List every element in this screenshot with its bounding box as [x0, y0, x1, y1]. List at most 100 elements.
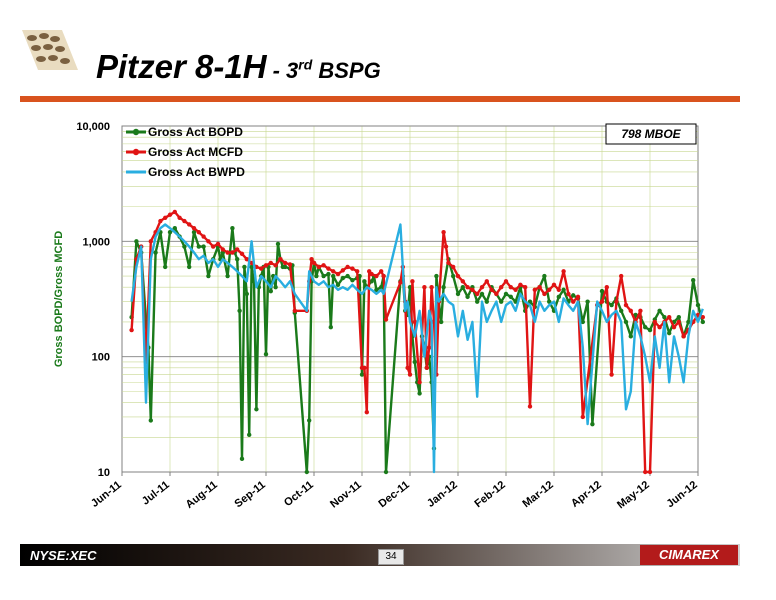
data-point — [619, 273, 624, 279]
data-point — [167, 212, 173, 217]
data-point — [518, 282, 523, 287]
data-point — [237, 308, 242, 313]
data-point — [494, 291, 499, 297]
data-point — [508, 285, 513, 290]
x-tick-label: Dec-11 — [376, 479, 411, 510]
data-point — [230, 250, 235, 255]
data-point — [441, 230, 446, 235]
data-point — [369, 271, 374, 277]
data-point — [700, 314, 705, 320]
data-point — [355, 269, 360, 274]
data-point — [475, 299, 480, 304]
x-tick-label: Jun-12 — [665, 479, 700, 510]
x-tick-label: Jan-12 — [425, 479, 460, 510]
x-tick-label: Feb-12 — [473, 479, 508, 510]
x-tick-label: Oct-11 — [282, 479, 316, 509]
data-point — [695, 302, 701, 308]
data-point — [321, 263, 326, 268]
data-point — [527, 299, 533, 304]
data-point — [446, 260, 451, 266]
data-point — [643, 325, 648, 330]
data-point — [362, 365, 367, 371]
data-point — [628, 334, 633, 339]
data-point — [163, 264, 168, 270]
data-point — [676, 314, 681, 320]
data-point — [523, 285, 528, 290]
data-point — [499, 299, 504, 304]
x-tick-label: Mar-12 — [521, 479, 556, 510]
logo-image — [22, 30, 78, 70]
data-point — [434, 273, 439, 279]
x-tick-label: Aug-11 — [184, 479, 220, 511]
data-point — [609, 302, 614, 308]
data-point — [206, 273, 211, 279]
data-point — [542, 273, 547, 279]
data-point — [345, 264, 350, 270]
data-point — [542, 291, 547, 297]
data-point — [671, 325, 677, 330]
data-point — [340, 268, 345, 273]
data-point — [532, 287, 537, 292]
data-point — [239, 456, 245, 462]
data-point — [590, 421, 595, 427]
data-point — [638, 308, 643, 313]
data-point — [451, 264, 456, 270]
data-point — [508, 294, 513, 300]
data-point — [273, 285, 278, 290]
data-point — [311, 260, 317, 266]
title-end: BSPG — [318, 58, 381, 83]
data-point — [647, 327, 653, 333]
data-point — [196, 244, 201, 249]
title-main: Pitzer 8-1H — [96, 48, 267, 85]
data-point — [287, 262, 293, 267]
data-point — [580, 414, 585, 420]
y-axis-label: Gross BOPD/Gross MCFD — [53, 231, 65, 367]
data-point — [460, 279, 465, 284]
data-point — [417, 391, 422, 396]
data-point — [196, 230, 201, 235]
x-tick-label: Sep-11 — [233, 479, 268, 510]
data-point — [340, 275, 345, 281]
data-point — [309, 256, 314, 262]
data-point — [513, 287, 518, 292]
data-point — [350, 266, 355, 271]
data-point — [667, 330, 672, 336]
data-point — [556, 294, 561, 300]
data-point — [268, 260, 273, 266]
x-tick-label: May-12 — [615, 479, 652, 511]
data-point — [314, 273, 319, 279]
data-point — [187, 222, 192, 227]
data-point — [499, 285, 504, 290]
data-point — [345, 273, 350, 279]
data-point — [465, 294, 470, 300]
data-point — [681, 334, 686, 339]
x-tick-label: Nov-11 — [328, 479, 364, 511]
data-point — [566, 291, 571, 297]
data-point — [201, 234, 206, 239]
data-point — [484, 299, 489, 304]
data-point — [527, 404, 533, 409]
data-point — [235, 247, 240, 252]
data-point — [503, 291, 509, 297]
data-point — [211, 244, 216, 249]
data-point — [647, 469, 653, 475]
legend-label: Gross Act MCFD — [148, 145, 243, 159]
x-tick-label: Jun-11 — [89, 479, 124, 510]
legend-label: Gross Act BWPD — [148, 165, 245, 179]
data-point — [643, 469, 648, 475]
data-point — [275, 241, 281, 247]
data-point — [134, 239, 139, 244]
data-point — [700, 319, 705, 325]
y-tick-label: 1,000 — [82, 236, 110, 248]
data-point — [158, 218, 163, 224]
data-point — [191, 225, 197, 231]
data-point — [249, 264, 254, 270]
data-point — [283, 260, 288, 266]
data-point — [571, 299, 576, 304]
data-point — [657, 325, 662, 330]
data-point — [470, 287, 475, 292]
data-point — [254, 407, 259, 412]
data-point — [316, 264, 321, 270]
legend-marker — [132, 148, 140, 156]
data-point — [691, 278, 696, 283]
